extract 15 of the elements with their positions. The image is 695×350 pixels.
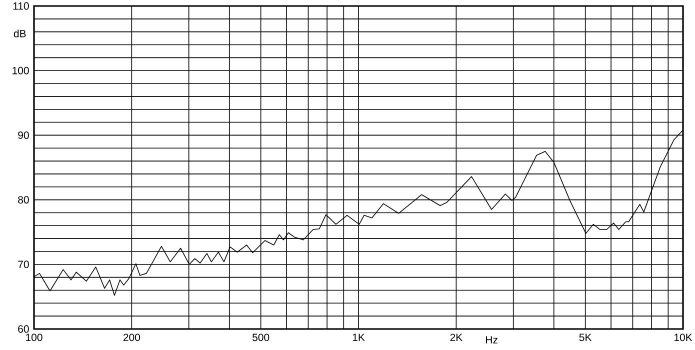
x-tick-label: 100 (26, 334, 42, 342)
y-tick-label: 70 (18, 260, 29, 268)
x-tick-label: 5K (579, 334, 592, 342)
y-tick-label: 110 (13, 2, 29, 10)
x-tick-label: 10K (674, 334, 692, 342)
y-axis-title: dB (14, 30, 26, 38)
x-tick-label: 1K (352, 334, 365, 341)
x-tick-label: 200 (123, 334, 140, 342)
x-axis-title: Hz (486, 336, 498, 344)
x-tick-label: 500 (252, 334, 270, 342)
y-tick-label: 60 (18, 325, 29, 333)
y-tick-label: 80 (18, 196, 29, 204)
y-tick-label: 100 (12, 66, 29, 74)
y-tick-label: 90 (18, 131, 29, 139)
x-tick-label: 2K (450, 334, 462, 342)
